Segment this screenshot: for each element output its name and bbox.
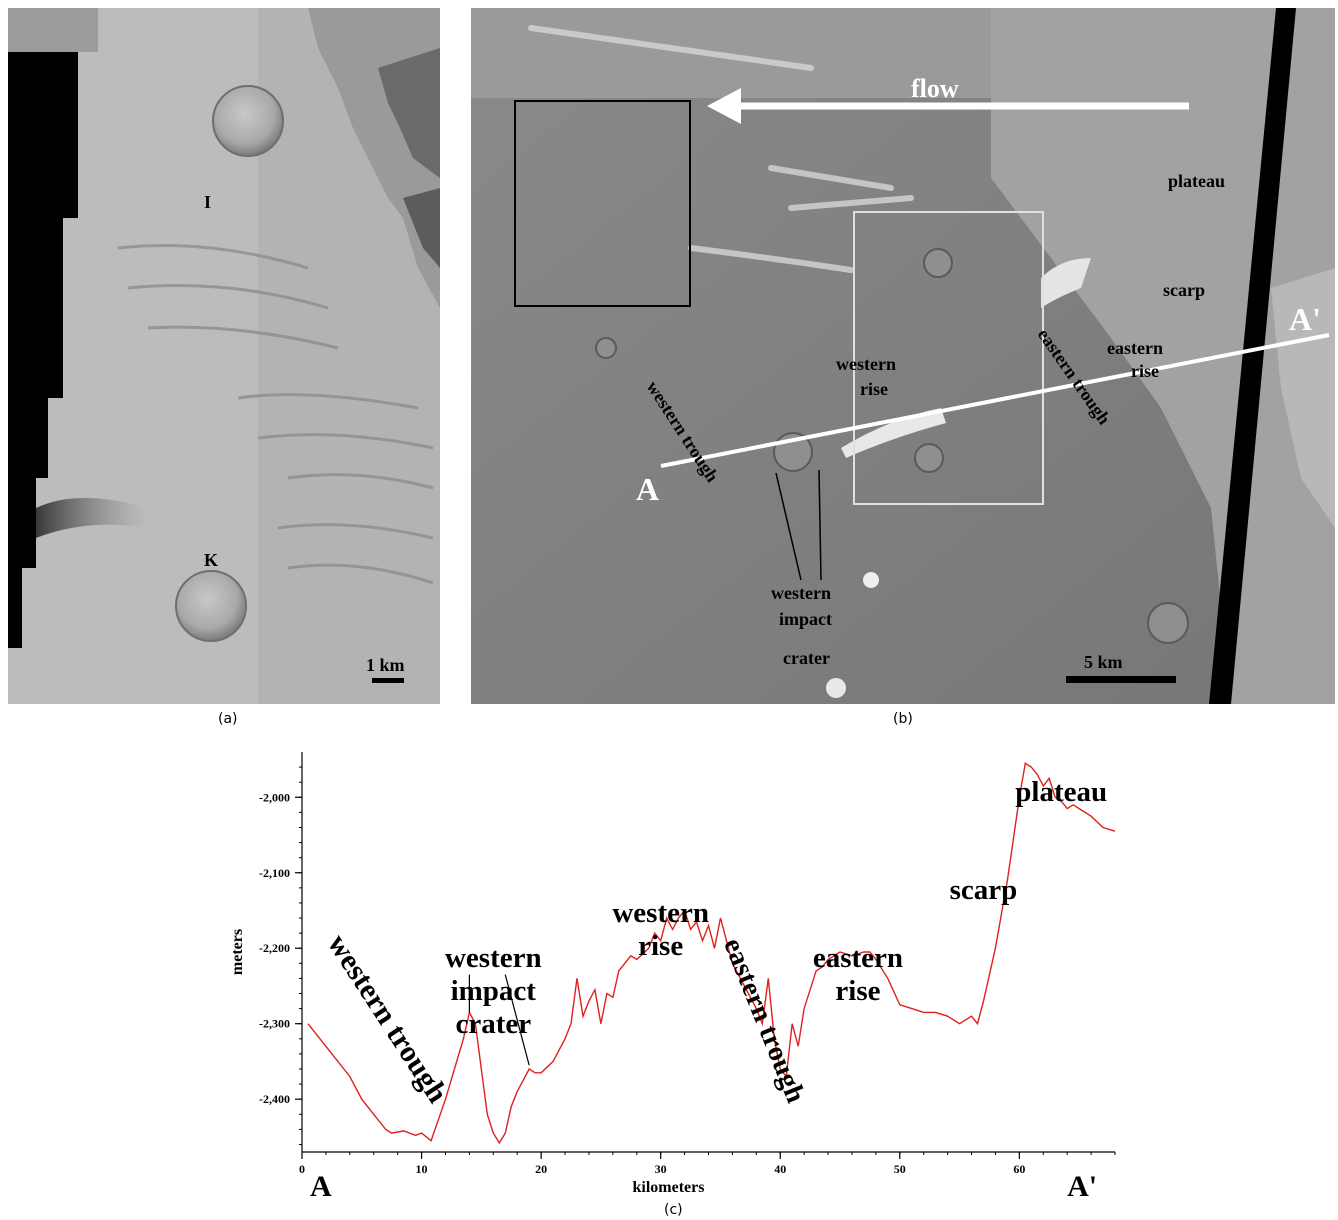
profile-end-marker: A' [1067, 1170, 1097, 1200]
y-axis-label: meters [229, 929, 246, 975]
profile-annotation: western [612, 897, 709, 929]
profile-annotation: western trough [321, 928, 454, 1109]
label-crater-3: crater [783, 648, 830, 668]
x-tick-label: 0 [299, 1162, 305, 1176]
elevation-profile-line [307, 762, 1116, 1145]
y-tick-label: -2,300 [259, 1017, 290, 1031]
panel-b-scale-bar [1066, 676, 1176, 683]
label-eastern-rise-1: eastern [1107, 338, 1163, 358]
y-tick-label: -2,200 [259, 941, 290, 955]
profile-start-label: A [636, 471, 659, 507]
y-tick-label: -2,100 [259, 866, 290, 880]
panel-b-image: flow A A' plateau scarp eastern rise eas… [471, 8, 1335, 704]
crater-label-i: I [204, 192, 211, 212]
label-western-rise-2: rise [860, 379, 888, 399]
profile-end-label: A' [1289, 301, 1321, 337]
profile-annotation: plateau [1015, 776, 1107, 808]
profile-annotation: scarp [950, 874, 1018, 906]
label-scarp: scarp [1163, 280, 1205, 300]
label-crater-1: western [771, 583, 831, 603]
x-tick-label: 30 [655, 1162, 667, 1176]
label-plateau: plateau [1168, 171, 1225, 191]
label-eastern-rise-2: rise [1131, 361, 1159, 381]
caption-a: (a) [218, 711, 238, 727]
profile-line [660, 333, 1330, 468]
y-tick-label: -2,000 [259, 790, 290, 804]
profile-annotation: rise [835, 975, 880, 1007]
profile-annotation: rise [638, 930, 683, 962]
x-tick-label: 50 [894, 1162, 906, 1176]
label-crater-2: impact [779, 609, 832, 629]
crater-pointer-2 [818, 469, 822, 581]
flow-label: flow [911, 74, 959, 103]
profile-annotation: impact [451, 975, 537, 1007]
x-axis-label: kilometers [633, 1179, 705, 1196]
panel-a-scale-bar [372, 678, 404, 683]
crater-pointer-line [504, 974, 530, 1066]
x-tick-label: 60 [1013, 1162, 1025, 1176]
y-tick-label: -2,400 [259, 1092, 290, 1106]
profile-annotation: eastern trough [717, 934, 811, 1108]
caption-b: (b) [893, 711, 913, 727]
x-tick-label: 10 [416, 1162, 428, 1176]
panel-b-scale-label: 5 km [1084, 652, 1123, 672]
panel-a-scale-label: 1 km [366, 655, 405, 675]
x-tick-label: 40 [774, 1162, 786, 1176]
crater-pointer-1 [775, 472, 802, 581]
elevation-profile-chart: -2,000 -2,100 -2,200 -2,300 -2,400 0 10 20 30 40 5… [229, 752, 1116, 1200]
x-tick-label: 20 [535, 1162, 547, 1176]
profile-annotation: western [445, 942, 542, 974]
panel-a-terrain: I K 1 km [8, 8, 440, 704]
profile-annotation: eastern [813, 942, 903, 974]
panel-b-terrain: flow A A' plateau scarp eastern rise eas… [471, 8, 1335, 704]
profile-annotation: crater [455, 1008, 531, 1040]
study-box-center [853, 211, 1044, 505]
crater-label-k: K [204, 550, 218, 570]
profile-start-marker: A [310, 1170, 332, 1200]
flow-arrowhead [707, 88, 741, 124]
panel-a-image: I K 1 km [8, 8, 440, 704]
study-box-west [514, 100, 691, 307]
label-western-rise-1: western [836, 354, 896, 374]
caption-c: (c) [664, 1202, 683, 1218]
panel-c-chart: -2,000 -2,100 -2,200 -2,300 -2,400 0 10 20 30 40 5… [220, 740, 1120, 1200]
